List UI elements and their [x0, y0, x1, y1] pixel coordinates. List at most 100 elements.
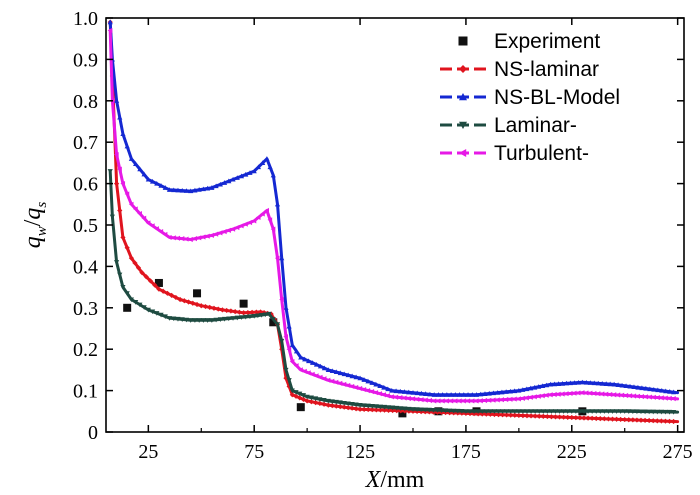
series-marker — [646, 409, 652, 415]
series-marker — [587, 390, 593, 396]
series-marker — [659, 388, 665, 393]
series-marker — [595, 391, 601, 397]
series-marker — [251, 168, 257, 174]
series-marker — [166, 316, 173, 321]
series-marker — [448, 398, 454, 404]
series-marker — [267, 164, 273, 170]
series-marker — [183, 188, 190, 193]
series-marker — [647, 386, 653, 392]
series-marker — [536, 409, 542, 414]
series-marker — [487, 411, 493, 417]
series-marker — [524, 413, 530, 419]
series-marker — [373, 390, 379, 396]
series-marker — [512, 412, 518, 418]
series-marker — [651, 394, 656, 400]
y-tick-label: 1.0 — [73, 8, 98, 30]
series-marker — [540, 413, 546, 419]
series-marker — [465, 392, 471, 397]
series-marker — [540, 393, 545, 399]
series-marker — [141, 171, 147, 177]
series-marker — [599, 381, 605, 386]
series-marker — [601, 416, 607, 422]
series-marker — [196, 187, 202, 192]
series-marker — [654, 418, 660, 424]
series-marker — [623, 383, 629, 389]
series-marker — [162, 185, 168, 190]
series-marker — [194, 301, 200, 308]
series-marker — [524, 395, 529, 401]
series-marker — [185, 299, 192, 305]
series-marker — [482, 391, 488, 396]
series-marker — [626, 409, 632, 414]
series-marker — [622, 409, 628, 414]
series-marker — [559, 391, 565, 397]
series-marker — [579, 379, 585, 385]
series-marker — [442, 408, 449, 414]
series-marker — [643, 385, 649, 391]
series-marker — [179, 236, 185, 242]
series-marker — [300, 393, 307, 398]
series-marker — [298, 354, 304, 360]
series-marker — [516, 396, 521, 402]
series-marker — [226, 316, 232, 322]
series-marker — [556, 414, 563, 420]
series-marker — [166, 234, 172, 241]
series-marker — [309, 371, 315, 377]
series-marker — [188, 318, 194, 323]
series-marker — [152, 282, 158, 288]
series-marker — [268, 311, 274, 317]
series-marker — [591, 380, 597, 386]
series-marker — [461, 398, 466, 404]
series-marker — [520, 412, 526, 419]
series-marker — [469, 398, 475, 404]
series-marker — [349, 383, 355, 390]
series-marker — [631, 393, 637, 399]
series-marker — [234, 224, 240, 231]
series-marker — [532, 384, 538, 390]
series-marker — [666, 418, 673, 424]
series-marker — [345, 372, 351, 378]
series-marker — [601, 409, 607, 414]
series-marker — [524, 386, 530, 392]
series-marker — [528, 413, 534, 419]
series-marker — [109, 214, 115, 220]
series-marker — [663, 388, 669, 394]
series-marker — [132, 260, 138, 266]
series-marker — [300, 396, 307, 402]
series-marker — [599, 391, 605, 397]
series-marker — [589, 409, 595, 414]
series-marker — [654, 409, 660, 415]
legend: Experiment NS-laminar NS-BL-Model Laminar- T… — [440, 30, 620, 165]
series-marker — [536, 393, 541, 399]
series-marker — [113, 260, 120, 265]
series-marker — [587, 380, 593, 385]
series-marker — [120, 181, 126, 187]
series-marker — [137, 166, 143, 172]
series-marker — [482, 397, 488, 404]
series-marker — [486, 397, 492, 403]
series-marker — [401, 395, 407, 401]
series-marker — [544, 382, 550, 388]
series-marker — [279, 338, 285, 344]
series-marker — [434, 408, 441, 413]
series-marker — [618, 416, 624, 423]
series-marker — [452, 392, 458, 397]
series-marker — [209, 318, 215, 323]
series-marker — [607, 381, 613, 387]
series-marker — [544, 409, 550, 414]
series-marker — [154, 226, 159, 232]
series-marker — [107, 169, 113, 174]
series-marker — [141, 305, 147, 310]
legend-marker — [459, 149, 467, 157]
series-marker — [243, 314, 249, 320]
series-marker — [243, 221, 248, 227]
series-marker — [260, 160, 266, 165]
series-marker — [613, 416, 620, 422]
series-marker — [361, 377, 367, 382]
series-marker — [274, 322, 281, 327]
series-marker — [512, 388, 518, 394]
series-marker — [221, 180, 228, 185]
series-marker — [499, 397, 504, 403]
series-marker — [128, 156, 135, 161]
